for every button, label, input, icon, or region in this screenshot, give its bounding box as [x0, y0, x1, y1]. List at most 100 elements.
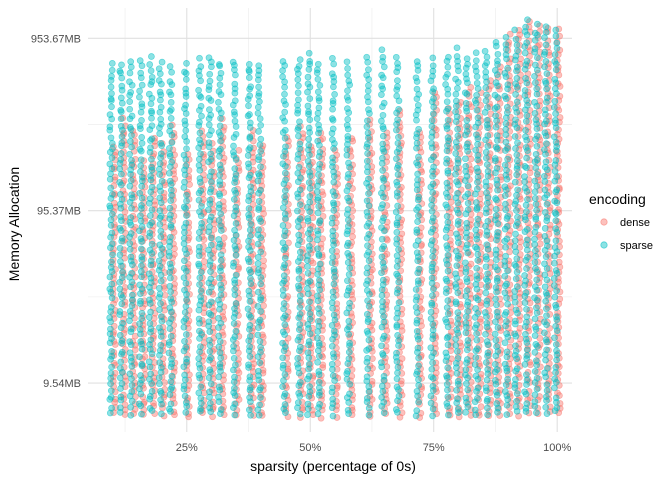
- data-point-sparse: [443, 304, 451, 311]
- data-point-sparse: [119, 268, 126, 276]
- data-point-sparse: [294, 151, 302, 158]
- data-point-sparse: [217, 251, 225, 259]
- data-point-dense: [260, 262, 267, 270]
- data-point-sparse: [244, 152, 252, 159]
- data-point-sparse: [255, 62, 263, 70]
- data-point-sparse: [365, 106, 372, 113]
- data-point-sparse: [158, 410, 165, 418]
- data-point-sparse: [198, 220, 205, 227]
- data-point-sparse: [256, 316, 264, 324]
- data-point-sparse: [521, 163, 529, 170]
- data-point-sparse: [364, 150, 371, 157]
- data-point-sparse: [541, 232, 549, 240]
- data-point-sparse: [394, 286, 402, 293]
- data-point-sparse: [296, 333, 303, 341]
- data-point-sparse: [138, 253, 146, 261]
- data-point-sparse: [428, 117, 436, 124]
- data-point-sparse: [444, 341, 452, 349]
- data-point-sparse: [244, 255, 252, 263]
- data-point-sparse: [522, 144, 530, 151]
- data-point-sparse: [378, 224, 385, 231]
- data-point-sparse: [117, 358, 125, 366]
- data-point-sparse: [157, 227, 165, 235]
- data-point-sparse: [245, 205, 253, 212]
- data-point-sparse: [429, 180, 437, 188]
- data-point-sparse: [363, 373, 371, 381]
- data-point-sparse: [363, 269, 371, 277]
- data-point-sparse: [363, 71, 371, 79]
- data-point-sparse: [316, 217, 324, 224]
- data-point-sparse: [552, 157, 560, 164]
- data-point-sparse: [109, 251, 116, 259]
- data-point-sparse: [430, 95, 437, 102]
- data-point-sparse: [521, 361, 529, 368]
- data-point-sparse: [206, 336, 213, 344]
- data-point-sparse: [329, 54, 336, 62]
- data-point-sparse: [473, 336, 481, 344]
- data-point-sparse: [245, 361, 252, 369]
- data-point-sparse: [182, 101, 189, 109]
- data-point-sparse: [454, 85, 461, 92]
- data-point-sparse: [453, 206, 461, 214]
- data-point-sparse: [279, 361, 287, 369]
- data-point-sparse: [511, 178, 519, 186]
- data-point-sparse: [156, 380, 163, 388]
- data-point-sparse: [393, 263, 401, 270]
- data-point-sparse: [157, 139, 165, 147]
- data-point-dense: [185, 156, 193, 163]
- data-point-sparse: [196, 136, 203, 144]
- data-point-sparse: [474, 215, 482, 223]
- data-point-sparse: [138, 202, 145, 209]
- data-point-sparse: [541, 271, 549, 279]
- data-point-sparse: [542, 297, 550, 305]
- data-point-sparse: [108, 140, 116, 147]
- data-point-sparse: [464, 386, 472, 394]
- data-point-sparse: [512, 275, 520, 283]
- data-point-sparse: [156, 290, 164, 298]
- data-point-sparse: [148, 183, 156, 191]
- data-point-dense: [198, 182, 206, 189]
- data-point-sparse: [314, 109, 322, 117]
- data-point-sparse: [207, 298, 215, 306]
- data-point-sparse: [135, 400, 143, 408]
- data-point-sparse: [217, 222, 224, 230]
- data-point-dense: [432, 232, 440, 239]
- data-point-sparse: [328, 342, 336, 350]
- data-point-sparse: [168, 158, 176, 166]
- data-point-sparse: [108, 103, 115, 111]
- data-point-sparse: [255, 226, 262, 234]
- data-point-sparse: [532, 79, 539, 87]
- data-point-sparse: [365, 231, 373, 238]
- data-point-sparse: [181, 392, 189, 400]
- data-point-sparse: [168, 68, 175, 76]
- data-point-sparse: [106, 175, 114, 183]
- data-point-sparse: [393, 178, 401, 186]
- data-point-sparse: [464, 298, 472, 306]
- data-point-dense: [284, 365, 292, 373]
- data-point-sparse: [255, 266, 262, 274]
- data-point-sparse: [294, 169, 302, 177]
- data-point-sparse: [257, 121, 265, 129]
- data-point-sparse: [523, 236, 531, 244]
- data-point-sparse: [255, 170, 262, 177]
- data-point-sparse: [552, 364, 560, 371]
- data-point-sparse: [180, 203, 188, 211]
- data-point-sparse: [137, 235, 145, 242]
- data-point-sparse: [183, 191, 190, 199]
- data-point-sparse: [551, 75, 559, 83]
- data-point-sparse: [313, 188, 321, 196]
- data-point-sparse: [444, 134, 452, 141]
- data-point-dense: [250, 381, 258, 389]
- data-point-sparse: [231, 187, 238, 194]
- data-point-sparse: [118, 300, 126, 308]
- data-point-sparse: [168, 384, 176, 391]
- data-point-sparse: [231, 226, 238, 234]
- data-point-sparse: [295, 62, 303, 70]
- data-point-sparse: [444, 297, 452, 304]
- data-point-sparse: [232, 361, 239, 369]
- data-point-sparse: [148, 206, 156, 214]
- data-point-sparse: [156, 241, 164, 249]
- data-point-sparse: [315, 203, 323, 210]
- legend-title: encoding: [589, 191, 646, 207]
- data-point-sparse: [295, 389, 303, 397]
